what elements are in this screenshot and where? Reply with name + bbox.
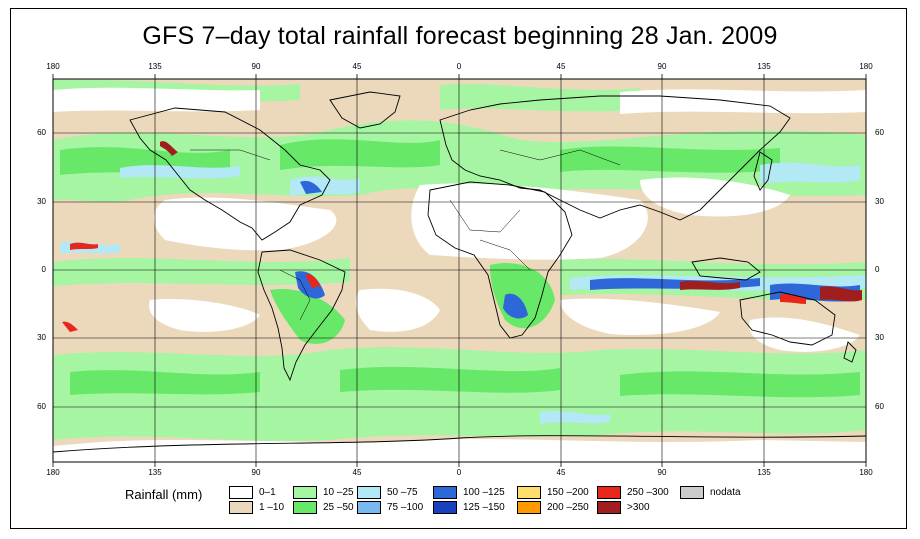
map-title: GFS 7–day total rainfall forecast beginn…: [142, 22, 778, 50]
lat-tick-right: 0: [875, 265, 880, 274]
lon-tick-top: 90: [657, 62, 667, 71]
legend-swatch: [229, 500, 253, 514]
lon-tick-top: 90: [251, 62, 261, 71]
lon-tick-top: 135: [757, 62, 771, 71]
lon-tick-top: 0: [456, 62, 462, 71]
legend-label: 250 –300: [627, 486, 669, 498]
lon-tick-top: 180: [46, 62, 60, 71]
legend-label: 200 –250: [547, 501, 589, 513]
lon-tick-bottom: 45: [352, 468, 362, 477]
tick-marks: [52, 74, 867, 467]
lon-tick-top: 45: [556, 62, 566, 71]
legend-label: 1 –10: [259, 501, 285, 513]
legend-label: 100 –125: [463, 486, 505, 498]
lon-tick-top: 135: [148, 62, 162, 71]
lon-tick-top: 45: [352, 62, 362, 71]
lon-tick-bottom: 45: [556, 468, 566, 477]
legend-item: 10 –25: [293, 485, 354, 499]
legend-item: nodata: [680, 485, 741, 499]
legend-swatch: [517, 500, 541, 514]
legend-item: >300: [597, 500, 650, 514]
legend-label: 50 –75: [387, 486, 418, 498]
continent-outlines: [53, 91, 866, 453]
legend-item: 0–1: [229, 485, 276, 499]
map-border: [52, 78, 867, 463]
lon-tick-top: 180: [859, 62, 873, 71]
rain-band-over-250: [160, 141, 862, 302]
legend-swatch: [517, 485, 541, 499]
legend-swatch: [293, 485, 317, 499]
legend-swatch: [433, 500, 457, 514]
legend-item: 200 –250: [517, 500, 589, 514]
legend-swatch: [680, 485, 704, 499]
lat-tick-left: 0: [41, 265, 46, 274]
lon-tick-bottom: 180: [859, 468, 873, 477]
lon-tick-bottom: 135: [757, 468, 771, 477]
lon-tick-bottom: 135: [148, 468, 162, 477]
lon-tick-bottom: 0: [456, 468, 462, 477]
legend-title: Rainfall (mm): [125, 487, 203, 502]
legend-label: 125 –150: [463, 501, 505, 513]
legend-label: 150 –200: [547, 486, 589, 498]
rain-band-250-300: [62, 242, 806, 332]
legend-item: 25 –50: [293, 500, 354, 514]
lat-tick-left: 60: [37, 128, 46, 137]
lat-tick-left: 60: [37, 402, 46, 411]
legend-label: 75 –100: [387, 501, 424, 513]
lat-tick-right: 60: [875, 128, 884, 137]
lon-tick-bottom: 180: [46, 468, 60, 477]
legend-swatch: [357, 500, 381, 514]
legend-item: 75 –100: [357, 500, 423, 514]
lat-tick-right: 30: [875, 197, 884, 206]
legend-swatch: [433, 485, 457, 499]
legend-item: 250 –300: [597, 485, 669, 499]
graticule: [53, 79, 866, 462]
lat-tick-right: 30: [875, 333, 884, 342]
legend-label: 10 –25: [323, 486, 354, 498]
figure-frame: [10, 8, 907, 529]
legend-swatch: [229, 485, 253, 499]
rain-band-25-50: [60, 139, 860, 398]
country-borders: [190, 149, 621, 321]
legend-item: 50 –75: [357, 485, 418, 499]
lat-tick-left: 30: [37, 333, 46, 342]
legend-label: nodata: [710, 486, 741, 498]
legend-item: 100 –125: [433, 485, 505, 499]
lon-tick-bottom: 90: [657, 468, 667, 477]
legend-swatch: [597, 500, 621, 514]
legend-item: 1 –10: [229, 500, 284, 514]
legend-swatch: [357, 485, 381, 499]
legend-label: 25 –50: [323, 501, 354, 513]
lon-tick-bottom: 90: [251, 468, 261, 477]
legend-label: >300: [627, 501, 650, 513]
lat-tick-right: 60: [875, 402, 884, 411]
legend-swatch: [293, 500, 317, 514]
legend-label: 0–1: [259, 486, 276, 498]
lat-tick-left: 30: [37, 197, 46, 206]
legend-item: 150 –200: [517, 485, 589, 499]
legend-swatch: [597, 485, 621, 499]
legend-item: 125 –150: [433, 500, 505, 514]
